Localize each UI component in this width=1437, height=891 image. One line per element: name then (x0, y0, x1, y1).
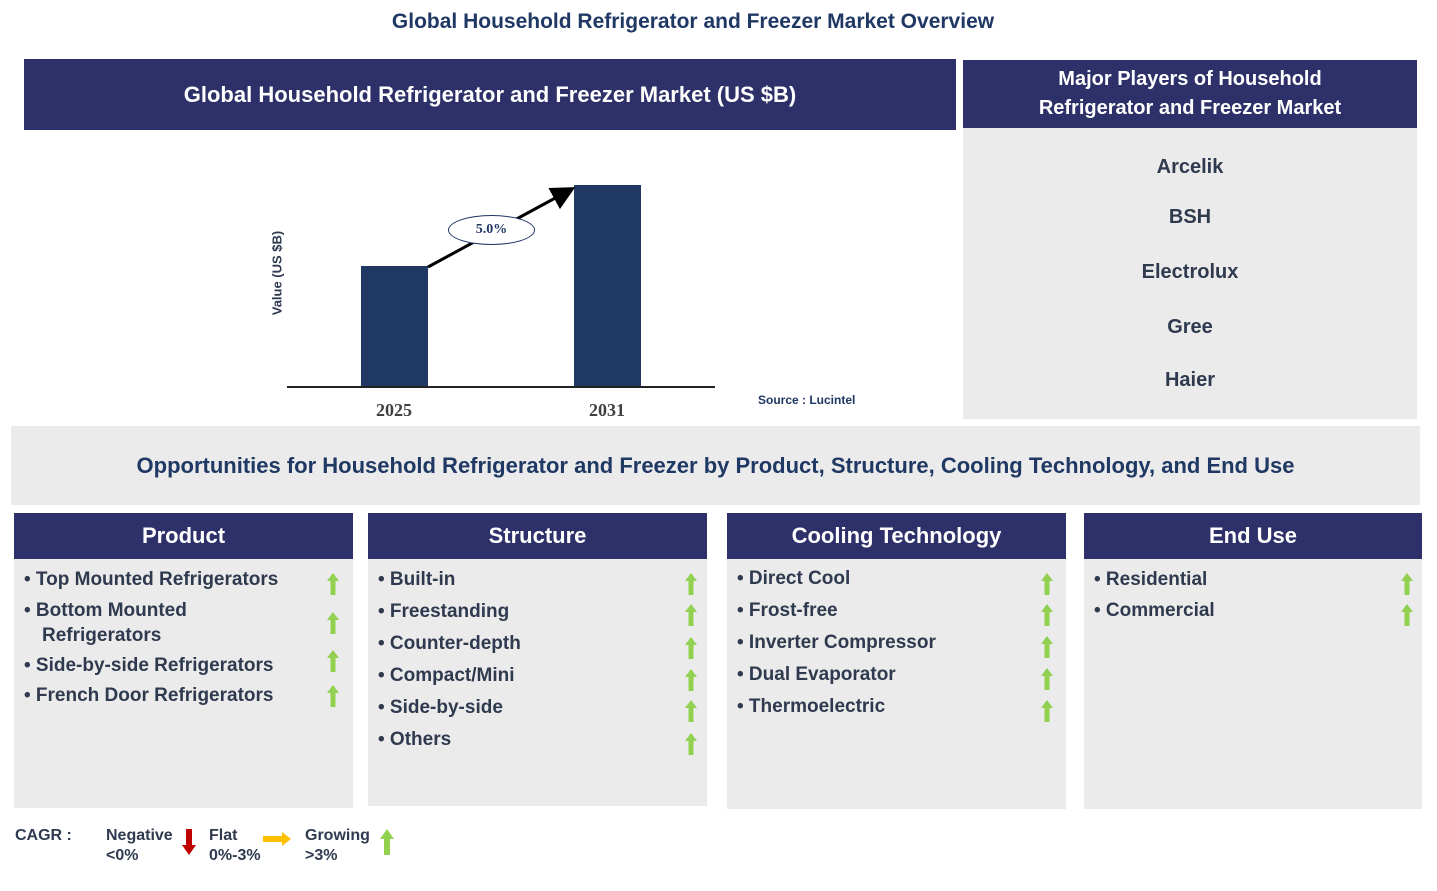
column-title: Structure (488, 523, 587, 548)
list-item: • Built-in (378, 569, 456, 590)
list-item: • Top Mounted Refrigerators (24, 569, 279, 590)
legend-growing-range: >3% (305, 847, 338, 864)
chart-header: Global Household Refrigerator and Freeze… (24, 59, 956, 130)
growing-arrow-icon (327, 573, 339, 595)
list-item: • Counter-depth (378, 633, 521, 654)
opportunities-banner: Opportunities for Household Refrigerator… (11, 426, 1420, 505)
growing-arrow-icon (685, 733, 697, 755)
list-item: • Others (378, 729, 452, 750)
x-tick-2025: 2025 (376, 400, 412, 420)
player-item: Electrolux (1141, 261, 1239, 283)
column-header-end-use: End Use (1084, 513, 1422, 559)
players-list: Arcelik BSH Electrolux Gree Haier (963, 128, 1417, 419)
list-item: • Dual Evaporator (737, 664, 896, 685)
column-body-structure: • Built-in • Freestanding • Counter-dept… (368, 559, 707, 806)
growing-arrow-icon (685, 637, 697, 659)
x-tick-2031: 2031 (589, 400, 625, 420)
negative-down-arrow-icon (182, 829, 196, 855)
page-title: Global Household Refrigerator and Freeze… (391, 10, 995, 33)
growing-arrow-icon (327, 685, 339, 707)
growing-arrow-icon (1041, 604, 1053, 626)
column-title: Cooling Technology (791, 523, 1002, 548)
column-header-product: Product (14, 513, 353, 559)
column-header-structure: Structure (368, 513, 707, 559)
opportunities-banner-title: Opportunities for Household Refrigerator… (136, 452, 1295, 478)
growing-arrow-icon (685, 604, 697, 626)
legend-negative: Negative <0% (106, 826, 173, 866)
growing-arrow-icon (327, 612, 339, 634)
flat-right-arrow-icon (263, 832, 291, 846)
legend-flat-range: 0%-3% (209, 847, 261, 864)
growing-arrow-icon (1041, 668, 1053, 690)
players-header-line2: Refrigerator and Freezer Market (1038, 97, 1342, 119)
legend-negative-label: Negative (106, 827, 173, 844)
legend-negative-range: <0% (106, 847, 139, 864)
legend-growing: Growing >3% (305, 826, 370, 866)
player-item: Arcelik (1156, 156, 1224, 178)
list-item: • Compact/Mini (378, 665, 515, 686)
list-item: • Side-by-side (378, 697, 503, 718)
column-header-cooling-technology: Cooling Technology (727, 513, 1066, 559)
legend-growing-label: Growing (305, 827, 370, 844)
column-body-cooling-technology: • Direct Cool • Frost-free • Inverter Co… (727, 559, 1066, 809)
player-item: BSH (1168, 206, 1212, 228)
list-item: • Freestanding (378, 601, 510, 622)
cagr-value: 5.0% (475, 222, 508, 237)
x-axis-line (287, 386, 715, 388)
source-note: Source : Lucintel (758, 393, 856, 407)
column-body-product: • Top Mounted Refrigerators • Bottom Mou… (14, 559, 353, 808)
column-title: End Use (1208, 523, 1298, 548)
list-item: • Side-by-side Refrigerators (24, 655, 274, 676)
bar-2025 (361, 266, 428, 387)
list-item: • Thermoelectric (737, 696, 886, 717)
growing-arrow-icon (1041, 700, 1053, 722)
list-item: • Bottom Mounted (24, 600, 187, 621)
y-axis-label: Value (US $B) (269, 230, 285, 316)
list-item: • French Door Refrigerators (24, 685, 274, 706)
legend-flat: Flat 0%-3% (209, 826, 261, 866)
legend-title: CAGR : (15, 827, 72, 844)
growing-arrow-icon (685, 700, 697, 722)
growing-arrow-icon (327, 650, 339, 672)
list-item: • Frost-free (737, 600, 838, 621)
player-item: Haier (1164, 369, 1216, 391)
chart-header-title: Global Household Refrigerator and Freeze… (183, 81, 797, 107)
list-item: • Commercial (1094, 600, 1215, 621)
growing-arrow-icon (1041, 636, 1053, 658)
players-header: Major Players of Household Refrigerator … (963, 60, 1417, 128)
cagr-bubble: 5.0% (448, 215, 535, 245)
growing-arrow-icon (1401, 604, 1413, 626)
column-body-end-use: • Residential • Commercial (1084, 559, 1422, 809)
players-header-line1: Major Players of Household (1058, 68, 1322, 90)
list-item: • Inverter Compressor (737, 632, 936, 653)
growing-up-arrow-icon (380, 829, 394, 855)
growing-arrow-icon (685, 573, 697, 595)
list-item: • Direct Cool (737, 568, 851, 589)
growing-arrow-icon (1401, 573, 1413, 595)
column-title: Product (141, 523, 226, 548)
legend-flat-label: Flat (209, 827, 238, 844)
growing-arrow-icon (685, 669, 697, 691)
growing-arrow-icon (1041, 573, 1053, 595)
list-item: • Residential (1094, 569, 1208, 590)
player-item: Gree (1167, 316, 1213, 338)
bar-2031 (574, 185, 641, 387)
list-item-continuation: Refrigerators (42, 625, 162, 646)
